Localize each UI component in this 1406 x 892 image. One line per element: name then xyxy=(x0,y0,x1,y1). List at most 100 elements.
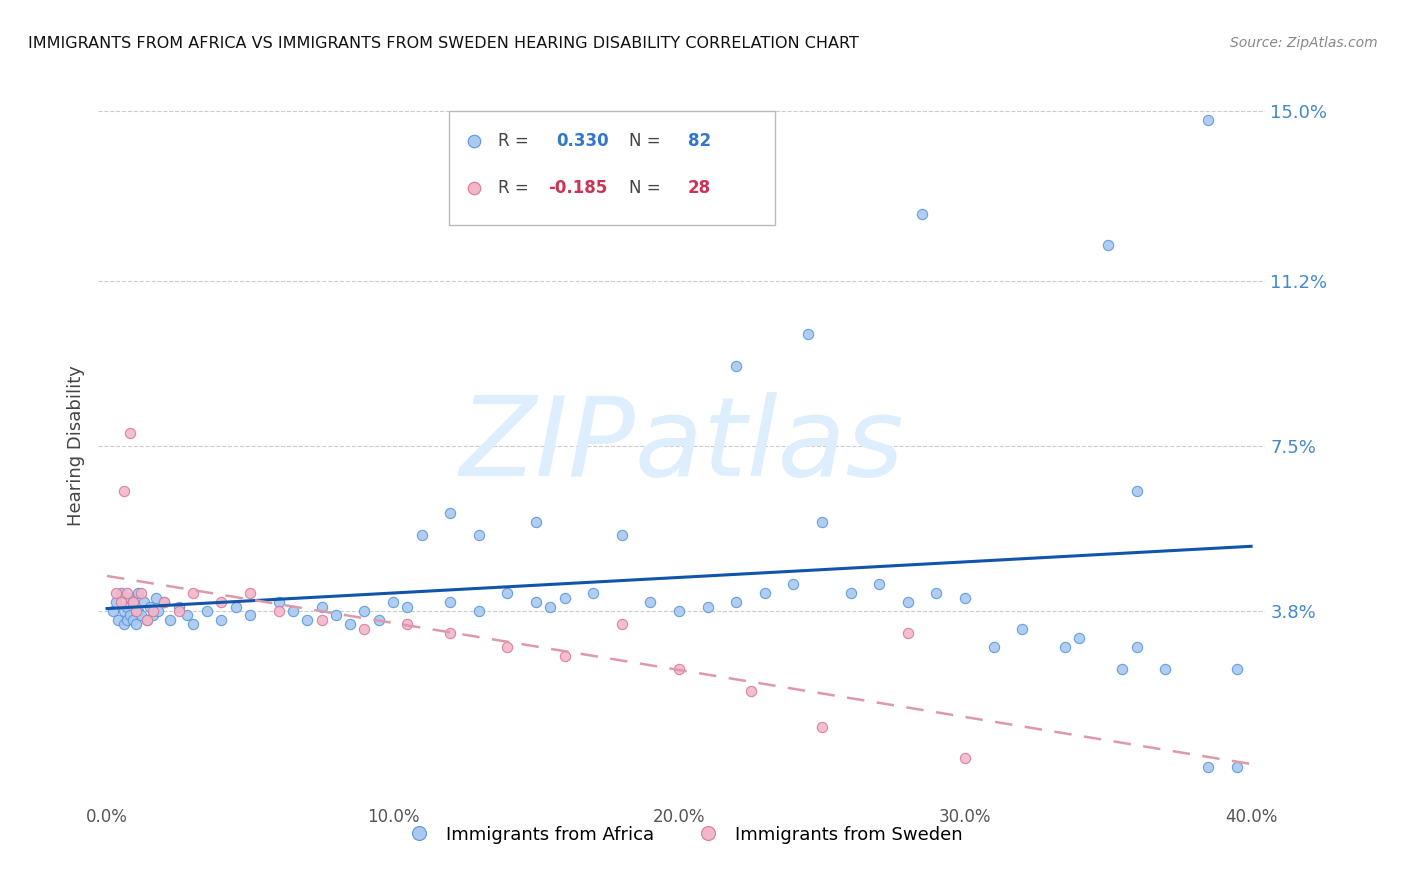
Point xyxy=(396,599,419,614)
Point xyxy=(439,506,461,520)
Point xyxy=(983,640,1005,654)
Text: 0.330: 0.330 xyxy=(555,132,609,150)
Point xyxy=(124,617,146,632)
Point xyxy=(754,586,776,600)
Point xyxy=(496,640,519,654)
Point xyxy=(554,591,576,605)
Point xyxy=(911,207,934,221)
Point xyxy=(127,586,149,600)
Point xyxy=(1125,640,1147,654)
Text: ZIPatlas: ZIPatlas xyxy=(460,392,904,500)
Point xyxy=(1226,662,1249,676)
Point xyxy=(353,604,375,618)
Point xyxy=(145,591,167,605)
Point xyxy=(181,586,204,600)
Point xyxy=(1154,662,1177,676)
Point xyxy=(225,599,247,614)
Point xyxy=(107,613,129,627)
Point xyxy=(953,751,976,765)
Point xyxy=(311,613,333,627)
Point xyxy=(610,617,633,632)
Point xyxy=(209,613,232,627)
Point xyxy=(696,599,718,614)
Point xyxy=(167,599,190,614)
Point xyxy=(136,613,159,627)
Point xyxy=(496,586,519,600)
Point xyxy=(209,595,232,609)
Point xyxy=(396,617,419,632)
Point xyxy=(181,617,204,632)
Point xyxy=(524,515,547,529)
Text: R =: R = xyxy=(498,178,533,196)
Point xyxy=(195,604,218,618)
Text: N =: N = xyxy=(630,178,666,196)
Point xyxy=(281,604,304,618)
Point xyxy=(468,604,491,618)
Text: 28: 28 xyxy=(688,178,711,196)
Point xyxy=(159,613,181,627)
Point xyxy=(267,604,290,618)
Point xyxy=(127,604,149,618)
Point xyxy=(811,515,834,529)
Point xyxy=(610,528,633,542)
Point xyxy=(239,586,262,600)
Point xyxy=(897,595,920,609)
Point xyxy=(139,599,162,614)
Text: R =: R = xyxy=(498,132,533,150)
Point xyxy=(367,613,389,627)
Point xyxy=(142,604,165,618)
Text: IMMIGRANTS FROM AFRICA VS IMMIGRANTS FROM SWEDEN HEARING DISABILITY CORRELATION : IMMIGRANTS FROM AFRICA VS IMMIGRANTS FRO… xyxy=(28,36,859,51)
Point xyxy=(839,586,862,600)
Point xyxy=(131,586,153,600)
Point xyxy=(1197,760,1219,774)
Point xyxy=(524,595,547,609)
Point xyxy=(740,684,762,698)
Point xyxy=(439,626,461,640)
Point xyxy=(1197,113,1219,128)
Point xyxy=(153,595,176,609)
Point xyxy=(121,595,143,609)
Point xyxy=(668,662,690,676)
Point xyxy=(897,626,920,640)
Point xyxy=(167,604,190,618)
Point xyxy=(104,586,127,600)
Point xyxy=(411,528,433,542)
Point xyxy=(353,622,375,636)
Point xyxy=(101,604,124,618)
Point xyxy=(136,613,159,627)
Point xyxy=(1097,238,1119,252)
Point xyxy=(782,577,804,591)
Point xyxy=(811,720,834,734)
Point xyxy=(115,613,138,627)
Point xyxy=(118,608,141,623)
Point xyxy=(118,591,141,605)
Point xyxy=(868,577,890,591)
Point xyxy=(112,604,135,618)
Y-axis label: Hearing Disability: Hearing Disability xyxy=(66,366,84,526)
Point xyxy=(725,359,748,373)
Point xyxy=(110,586,132,600)
Point xyxy=(112,617,135,632)
Point xyxy=(325,608,347,623)
Point xyxy=(468,528,491,542)
Point xyxy=(142,608,165,623)
Point xyxy=(797,327,820,342)
Point xyxy=(640,595,662,609)
Point xyxy=(176,608,198,623)
Point xyxy=(239,608,262,623)
Point xyxy=(115,586,138,600)
Point xyxy=(554,648,576,663)
Point xyxy=(297,613,319,627)
Point xyxy=(1226,760,1249,774)
Point xyxy=(925,586,948,600)
Point xyxy=(267,595,290,609)
Point xyxy=(131,608,153,623)
Point xyxy=(153,595,176,609)
Text: N =: N = xyxy=(630,132,666,150)
Point xyxy=(1054,640,1077,654)
Point xyxy=(1069,631,1091,645)
Point xyxy=(115,599,138,614)
Point xyxy=(725,595,748,609)
Point xyxy=(121,613,143,627)
Point xyxy=(439,595,461,609)
